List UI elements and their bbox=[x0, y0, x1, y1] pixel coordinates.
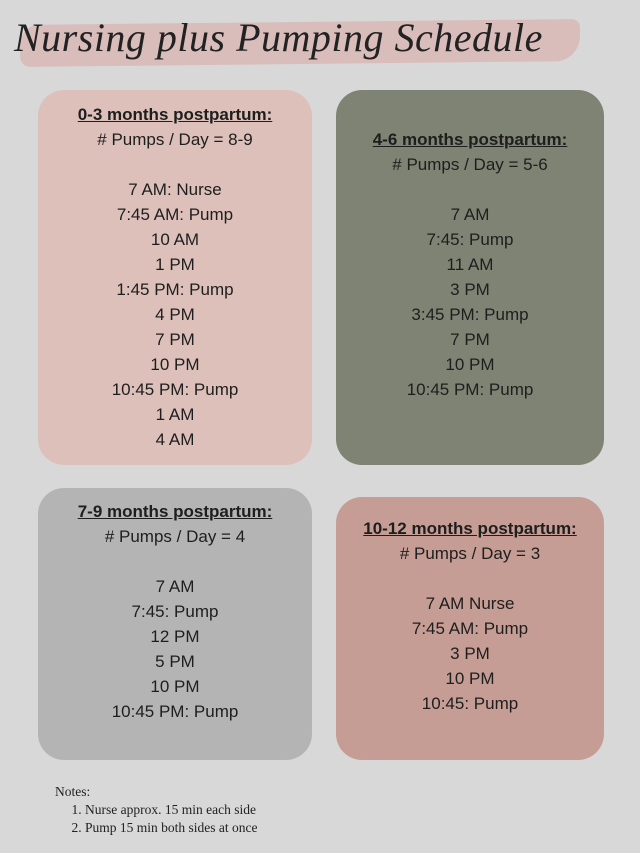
card-subheading: # Pumps / Day = 5-6 bbox=[392, 155, 548, 174]
card-heading: 10-12 months postpartum: bbox=[363, 519, 577, 538]
time-entry: 10:45 PM: Pump bbox=[111, 380, 239, 399]
card-subheading: # Pumps / Day = 3 bbox=[399, 544, 541, 563]
time-entry: 12 PM bbox=[150, 627, 200, 646]
card-subheading: # Pumps / Day = 8-9 bbox=[97, 130, 253, 149]
card-heading: 4-6 months postpartum: bbox=[372, 130, 568, 149]
time-entry: 10:45: Pump bbox=[421, 694, 519, 713]
time-entry: 10 PM bbox=[150, 677, 200, 696]
time-entry: 7 AM Nurse bbox=[425, 594, 515, 613]
time-entry: 3 PM bbox=[450, 644, 490, 663]
schedule-card: 4-6 months postpartum: # Pumps / Day = 5-… bbox=[336, 90, 604, 465]
card-heading: 0-3 months postpartum: bbox=[77, 105, 273, 124]
spacer bbox=[336, 177, 604, 202]
card-heading: 7-9 months postpartum: bbox=[77, 502, 273, 521]
time-entry: 10 PM bbox=[150, 355, 200, 374]
notes-label: Notes: bbox=[55, 784, 91, 799]
time-entry: 10 PM bbox=[445, 355, 495, 374]
time-entry: 4 AM bbox=[155, 430, 195, 449]
time-entry: 7 PM bbox=[450, 330, 490, 349]
time-entry: 7 AM bbox=[155, 577, 195, 596]
spacer bbox=[38, 152, 312, 177]
time-entry: 10:45 PM: Pump bbox=[111, 702, 239, 721]
time-entry: 10 AM bbox=[150, 230, 200, 249]
schedule-card: 7-9 months postpartum: # Pumps / Day = 4 7… bbox=[38, 488, 312, 760]
time-entry: 7 PM bbox=[155, 330, 195, 349]
card-subheading: # Pumps / Day = 4 bbox=[104, 527, 246, 546]
time-entry: 1 PM bbox=[155, 255, 195, 274]
time-entry: 10 PM bbox=[445, 669, 495, 688]
schedule-card: 0-3 months postpartum: # Pumps / Day = 8-… bbox=[38, 90, 312, 465]
time-entry: 3 PM bbox=[450, 280, 490, 299]
time-entry: 7:45 AM: Pump bbox=[411, 619, 529, 638]
spacer bbox=[336, 566, 604, 591]
time-entry: 7:45: Pump bbox=[426, 230, 514, 249]
time-entry: 3:45 PM: Pump bbox=[411, 305, 529, 324]
spacer bbox=[38, 549, 312, 574]
time-entry: 1:45 PM: Pump bbox=[116, 280, 234, 299]
time-entry: 7 AM: Nurse bbox=[128, 180, 222, 199]
time-entry: 7 AM bbox=[450, 205, 490, 224]
time-entry: 11 AM bbox=[446, 255, 494, 274]
schedule-card: 10-12 months postpartum: # Pumps / Day = … bbox=[336, 497, 604, 760]
notes: Notes: Nurse approx. 15 min each sidePum… bbox=[55, 783, 258, 837]
time-entry: 1 AM bbox=[155, 405, 195, 424]
time-entry: 10:45 PM: Pump bbox=[406, 380, 534, 399]
time-entry: 7:45: Pump bbox=[131, 602, 219, 621]
title: Nursing plus Pumping Schedule bbox=[14, 15, 543, 60]
time-entry: 7:45 AM: Pump bbox=[116, 205, 234, 224]
note-item: Pump 15 min both sides at once bbox=[85, 819, 258, 837]
time-entry: 4 PM bbox=[155, 305, 195, 324]
notes-list: Nurse approx. 15 min each sidePump 15 mi… bbox=[55, 801, 258, 837]
time-entry: 5 PM bbox=[155, 652, 195, 671]
note-item: Nurse approx. 15 min each side bbox=[85, 801, 258, 819]
